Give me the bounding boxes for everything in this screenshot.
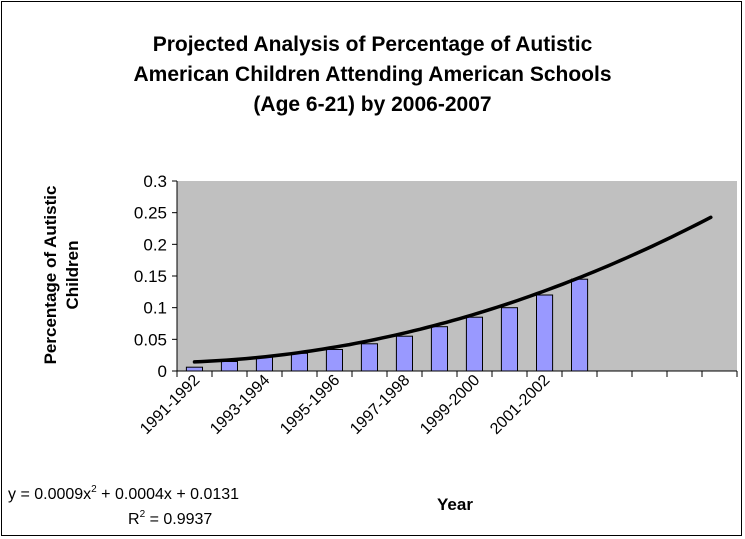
chart-title-line-3: (Age 6-21) by 2006-2007 (253, 93, 492, 116)
y-tick-label: 0.05 (134, 330, 167, 349)
trendline-equation: y = 0.0009x2 + 0.0004x + 0.0131 (8, 484, 240, 504)
bar-8 (430, 326, 448, 372)
y-tick-label: 0.2 (143, 235, 167, 254)
r-squared-suffix: = 0.9937 (145, 511, 213, 528)
x-axis-label: Year (437, 495, 473, 514)
trendline-equation-prefix: y = 0.0009x (8, 486, 92, 503)
y-axis-label-line-1: Percentage of Autistic (41, 186, 60, 365)
trendline (192, 215, 713, 364)
x-tick-label: 1999-2000 (417, 372, 483, 438)
bar-1 (185, 366, 203, 372)
y-tick-label: 0.25 (134, 204, 167, 223)
x-tick-label: 1991-1992 (137, 372, 203, 438)
bar-2 (220, 361, 238, 372)
bar-3 (255, 356, 273, 372)
trendline-equation-suffix: + 0.0004x + 0.0131 (96, 486, 240, 503)
chart-title-line-2: American Children Attending American Sch… (133, 63, 612, 86)
plot-area (177, 181, 737, 371)
bar-10 (500, 307, 518, 372)
bar-11 (536, 294, 554, 372)
y-axis-label-line-2: Children (63, 241, 82, 310)
bar-9 (465, 316, 483, 372)
trendline-r-squared: R2 = 0.9937 (128, 509, 213, 529)
r-squared-prefix: R (128, 511, 140, 528)
bar-4 (290, 352, 308, 372)
bar-7 (395, 335, 413, 372)
x-tick-label: 2001-2002 (487, 372, 553, 438)
y-tick-label: 0.15 (134, 267, 167, 286)
chart-title: Projected Analysis of Percentage of Auti… (0, 30, 745, 120)
x-tick-label: 1993-1994 (207, 372, 273, 438)
chart-title-line-1: Projected Analysis of Percentage of Auti… (152, 33, 593, 56)
r-squared-exponent: 2 (139, 509, 146, 520)
bar-12 (571, 278, 589, 372)
trendline-equation-exponent: 2 (91, 484, 97, 495)
bar-5 (325, 349, 343, 372)
x-tick-label: 1995-1996 (277, 372, 343, 438)
y-tick-label: 0 (158, 362, 167, 381)
x-tick-label: 1997-1998 (347, 372, 413, 438)
y-tick-label: 0.1 (143, 299, 167, 318)
y-tick-label: 0.3 (143, 172, 167, 191)
bar-6 (360, 343, 378, 372)
